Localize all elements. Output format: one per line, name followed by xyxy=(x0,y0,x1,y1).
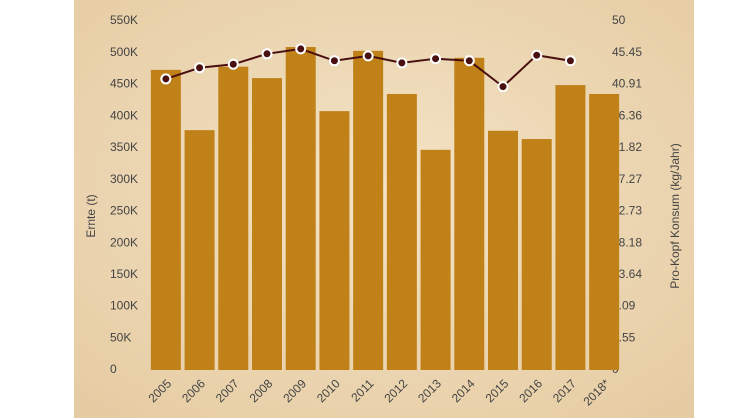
point xyxy=(160,73,172,85)
bar xyxy=(555,85,586,371)
bar xyxy=(488,130,518,370)
point xyxy=(531,49,543,61)
y-axis-label: Ernte (t) xyxy=(84,194,98,237)
y-tick-label: 550K xyxy=(110,13,138,27)
y2-tick-label: 40.91 xyxy=(612,77,642,91)
y-tick-label: 200K xyxy=(110,235,138,249)
point xyxy=(497,81,509,93)
bar xyxy=(319,111,350,370)
y-tick-label: 250K xyxy=(110,204,138,218)
y2-tick-label: 36.36 xyxy=(612,108,642,122)
point xyxy=(328,55,340,67)
point xyxy=(295,43,307,55)
bar xyxy=(353,50,384,370)
point xyxy=(564,55,576,67)
point xyxy=(227,58,239,70)
bar xyxy=(150,69,181,371)
bar xyxy=(420,149,451,370)
y-tick-label: 350K xyxy=(110,140,138,154)
point xyxy=(362,50,374,62)
y-tick-label: 400K xyxy=(110,108,138,122)
y2-tick-label: 18.18 xyxy=(612,235,642,249)
y-tick-label: 100K xyxy=(110,299,138,313)
bar xyxy=(252,78,282,370)
y2-tick-label: 13.64 xyxy=(612,267,642,281)
bar xyxy=(454,57,485,370)
y2-tick-label: 27.27 xyxy=(612,172,642,186)
y2-axis-label: Pro-Kopf Konsum (kg/Jahr) xyxy=(668,143,682,288)
y-tick-label: 300K xyxy=(110,172,138,186)
y-tick-label: 150K xyxy=(110,267,138,281)
bar xyxy=(285,47,316,371)
bar xyxy=(521,139,552,370)
y-tick-label: 500K xyxy=(110,45,138,59)
y-tick-label: 0 xyxy=(110,362,117,376)
bar xyxy=(386,93,417,371)
y2-tick-label: 50 xyxy=(612,13,626,27)
point xyxy=(261,48,273,60)
point xyxy=(396,57,408,69)
point xyxy=(430,53,442,65)
y-tick-label: 450K xyxy=(110,77,138,91)
bar xyxy=(589,93,620,371)
bar xyxy=(184,130,215,370)
y2-tick-label: 45.45 xyxy=(612,45,642,59)
bar xyxy=(218,66,249,371)
y2-tick-label: 31.82 xyxy=(612,140,642,154)
y2-tick-label: 22.73 xyxy=(612,204,642,218)
y-tick-label: 50K xyxy=(110,330,131,344)
point xyxy=(194,62,206,74)
point xyxy=(463,55,475,67)
